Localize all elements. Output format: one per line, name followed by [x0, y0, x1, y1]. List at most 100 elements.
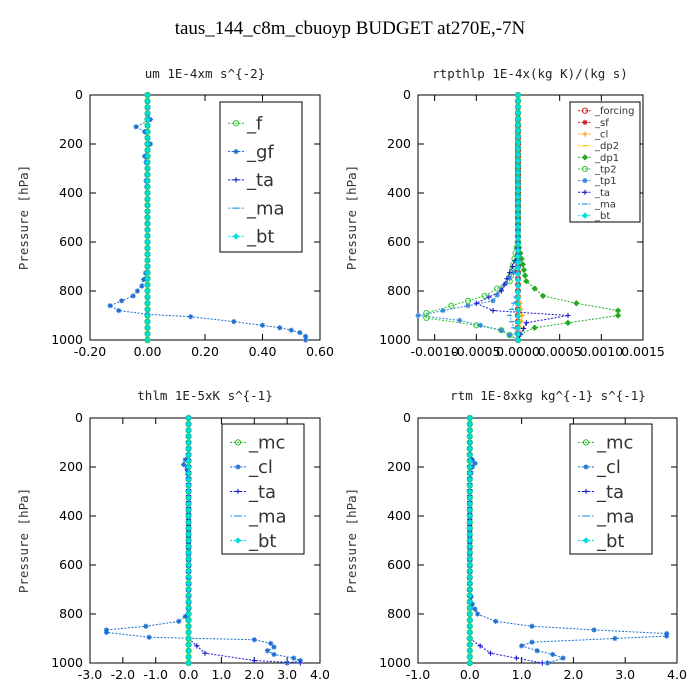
marker-point	[514, 259, 522, 266]
marker-point	[520, 266, 528, 274]
marker-point	[144, 202, 151, 209]
marker-point	[465, 303, 471, 309]
marker-point	[264, 648, 271, 654]
legend-entry: _ta	[596, 482, 624, 503]
marker-point	[466, 635, 473, 642]
marker-point	[466, 525, 473, 532]
marker-point	[466, 641, 473, 648]
marker-point	[531, 285, 538, 292]
y-tick-label: 1000	[51, 655, 83, 670]
marker-point	[284, 660, 290, 666]
marker-point	[514, 289, 522, 296]
marker-point	[582, 439, 590, 446]
marker-point	[529, 623, 535, 629]
marker-point	[514, 336, 522, 344]
marker-point	[564, 319, 572, 327]
marker-point	[498, 327, 504, 333]
marker-point	[185, 445, 192, 452]
marker-point	[146, 634, 152, 640]
marker-point	[141, 276, 147, 283]
marker-point	[509, 263, 516, 270]
marker-point	[185, 488, 192, 495]
marker-point	[466, 451, 473, 458]
marker-point	[185, 629, 192, 636]
marker-point	[472, 460, 478, 466]
marker-point	[514, 247, 522, 254]
marker-point	[514, 300, 522, 308]
marker-point	[514, 91, 522, 99]
marker-point	[144, 257, 151, 264]
marker-point	[507, 332, 513, 338]
marker-point	[582, 119, 588, 125]
marker-point	[582, 537, 590, 544]
marker-point	[466, 623, 473, 630]
marker-point	[486, 294, 492, 300]
y-tick-label: 0	[403, 87, 411, 102]
legend-entry: _ma	[596, 506, 635, 527]
x-tick-label: 4.0	[310, 667, 330, 682]
marker-point	[144, 287, 151, 295]
x-tick-label: 4.0	[667, 667, 687, 682]
marker-point	[466, 555, 473, 563]
y-tick-label: 400	[59, 508, 83, 523]
marker-point	[185, 420, 192, 428]
marker-point	[520, 325, 527, 332]
marker-point	[440, 308, 446, 314]
legend-entry: _bt	[596, 531, 624, 552]
marker-point	[514, 97, 522, 105]
marker-point	[268, 640, 274, 646]
legend-entry: _bt	[246, 227, 274, 248]
legend-entry: _ma	[594, 199, 616, 210]
marker-point	[119, 298, 125, 304]
legend-entry: _ma	[248, 506, 287, 527]
chart-panel-4: rtm 1E-8xkg kg^{-1} s^{-1} Pressure [hPa]…	[344, 388, 687, 682]
marker-point	[185, 537, 192, 544]
legend-entry: _ta	[594, 188, 610, 199]
marker-point	[466, 653, 473, 661]
marker-point	[519, 643, 525, 649]
marker-point	[519, 261, 526, 268]
marker-point	[185, 580, 192, 587]
marker-point	[185, 659, 192, 667]
y-tick-label: 200	[387, 459, 411, 474]
marker-point	[185, 616, 192, 624]
y-tick-label: 200	[59, 136, 83, 151]
marker-point	[514, 277, 522, 284]
marker-point	[185, 549, 192, 556]
marker-point	[494, 292, 500, 298]
marker-point	[466, 543, 473, 550]
y-axis-label: Pressure [hPa]	[16, 165, 31, 270]
marker-point	[176, 618, 182, 624]
marker-point	[494, 285, 501, 292]
marker-point	[185, 469, 192, 477]
marker-point	[182, 457, 188, 463]
marker-point	[185, 451, 192, 458]
marker-point	[466, 494, 473, 501]
marker-point	[514, 330, 522, 338]
marker-point	[466, 561, 473, 569]
marker-point	[144, 251, 151, 258]
y-tick-label: 400	[387, 508, 411, 523]
marker-point	[144, 232, 151, 240]
marker-point	[514, 145, 522, 152]
marker-point	[493, 618, 499, 624]
marker-point	[518, 255, 525, 262]
marker-point	[144, 244, 151, 252]
marker-point	[185, 592, 192, 599]
marker-point	[144, 269, 151, 276]
series-bt	[144, 91, 151, 344]
marker-point	[144, 110, 151, 117]
x-tick-label: 2.0	[244, 667, 264, 682]
marker-point	[591, 627, 597, 633]
marker-point	[185, 647, 192, 654]
marker-point	[234, 537, 242, 544]
x-tick-label: 0.0	[179, 667, 199, 682]
marker-point	[514, 175, 522, 182]
marker-point	[466, 445, 473, 452]
y-axis-label: Pressure [hPa]	[344, 165, 359, 270]
marker-point	[514, 205, 522, 212]
marker-point	[144, 146, 151, 154]
marker-point	[144, 220, 151, 227]
marker-point	[144, 165, 151, 172]
marker-point	[144, 300, 151, 307]
